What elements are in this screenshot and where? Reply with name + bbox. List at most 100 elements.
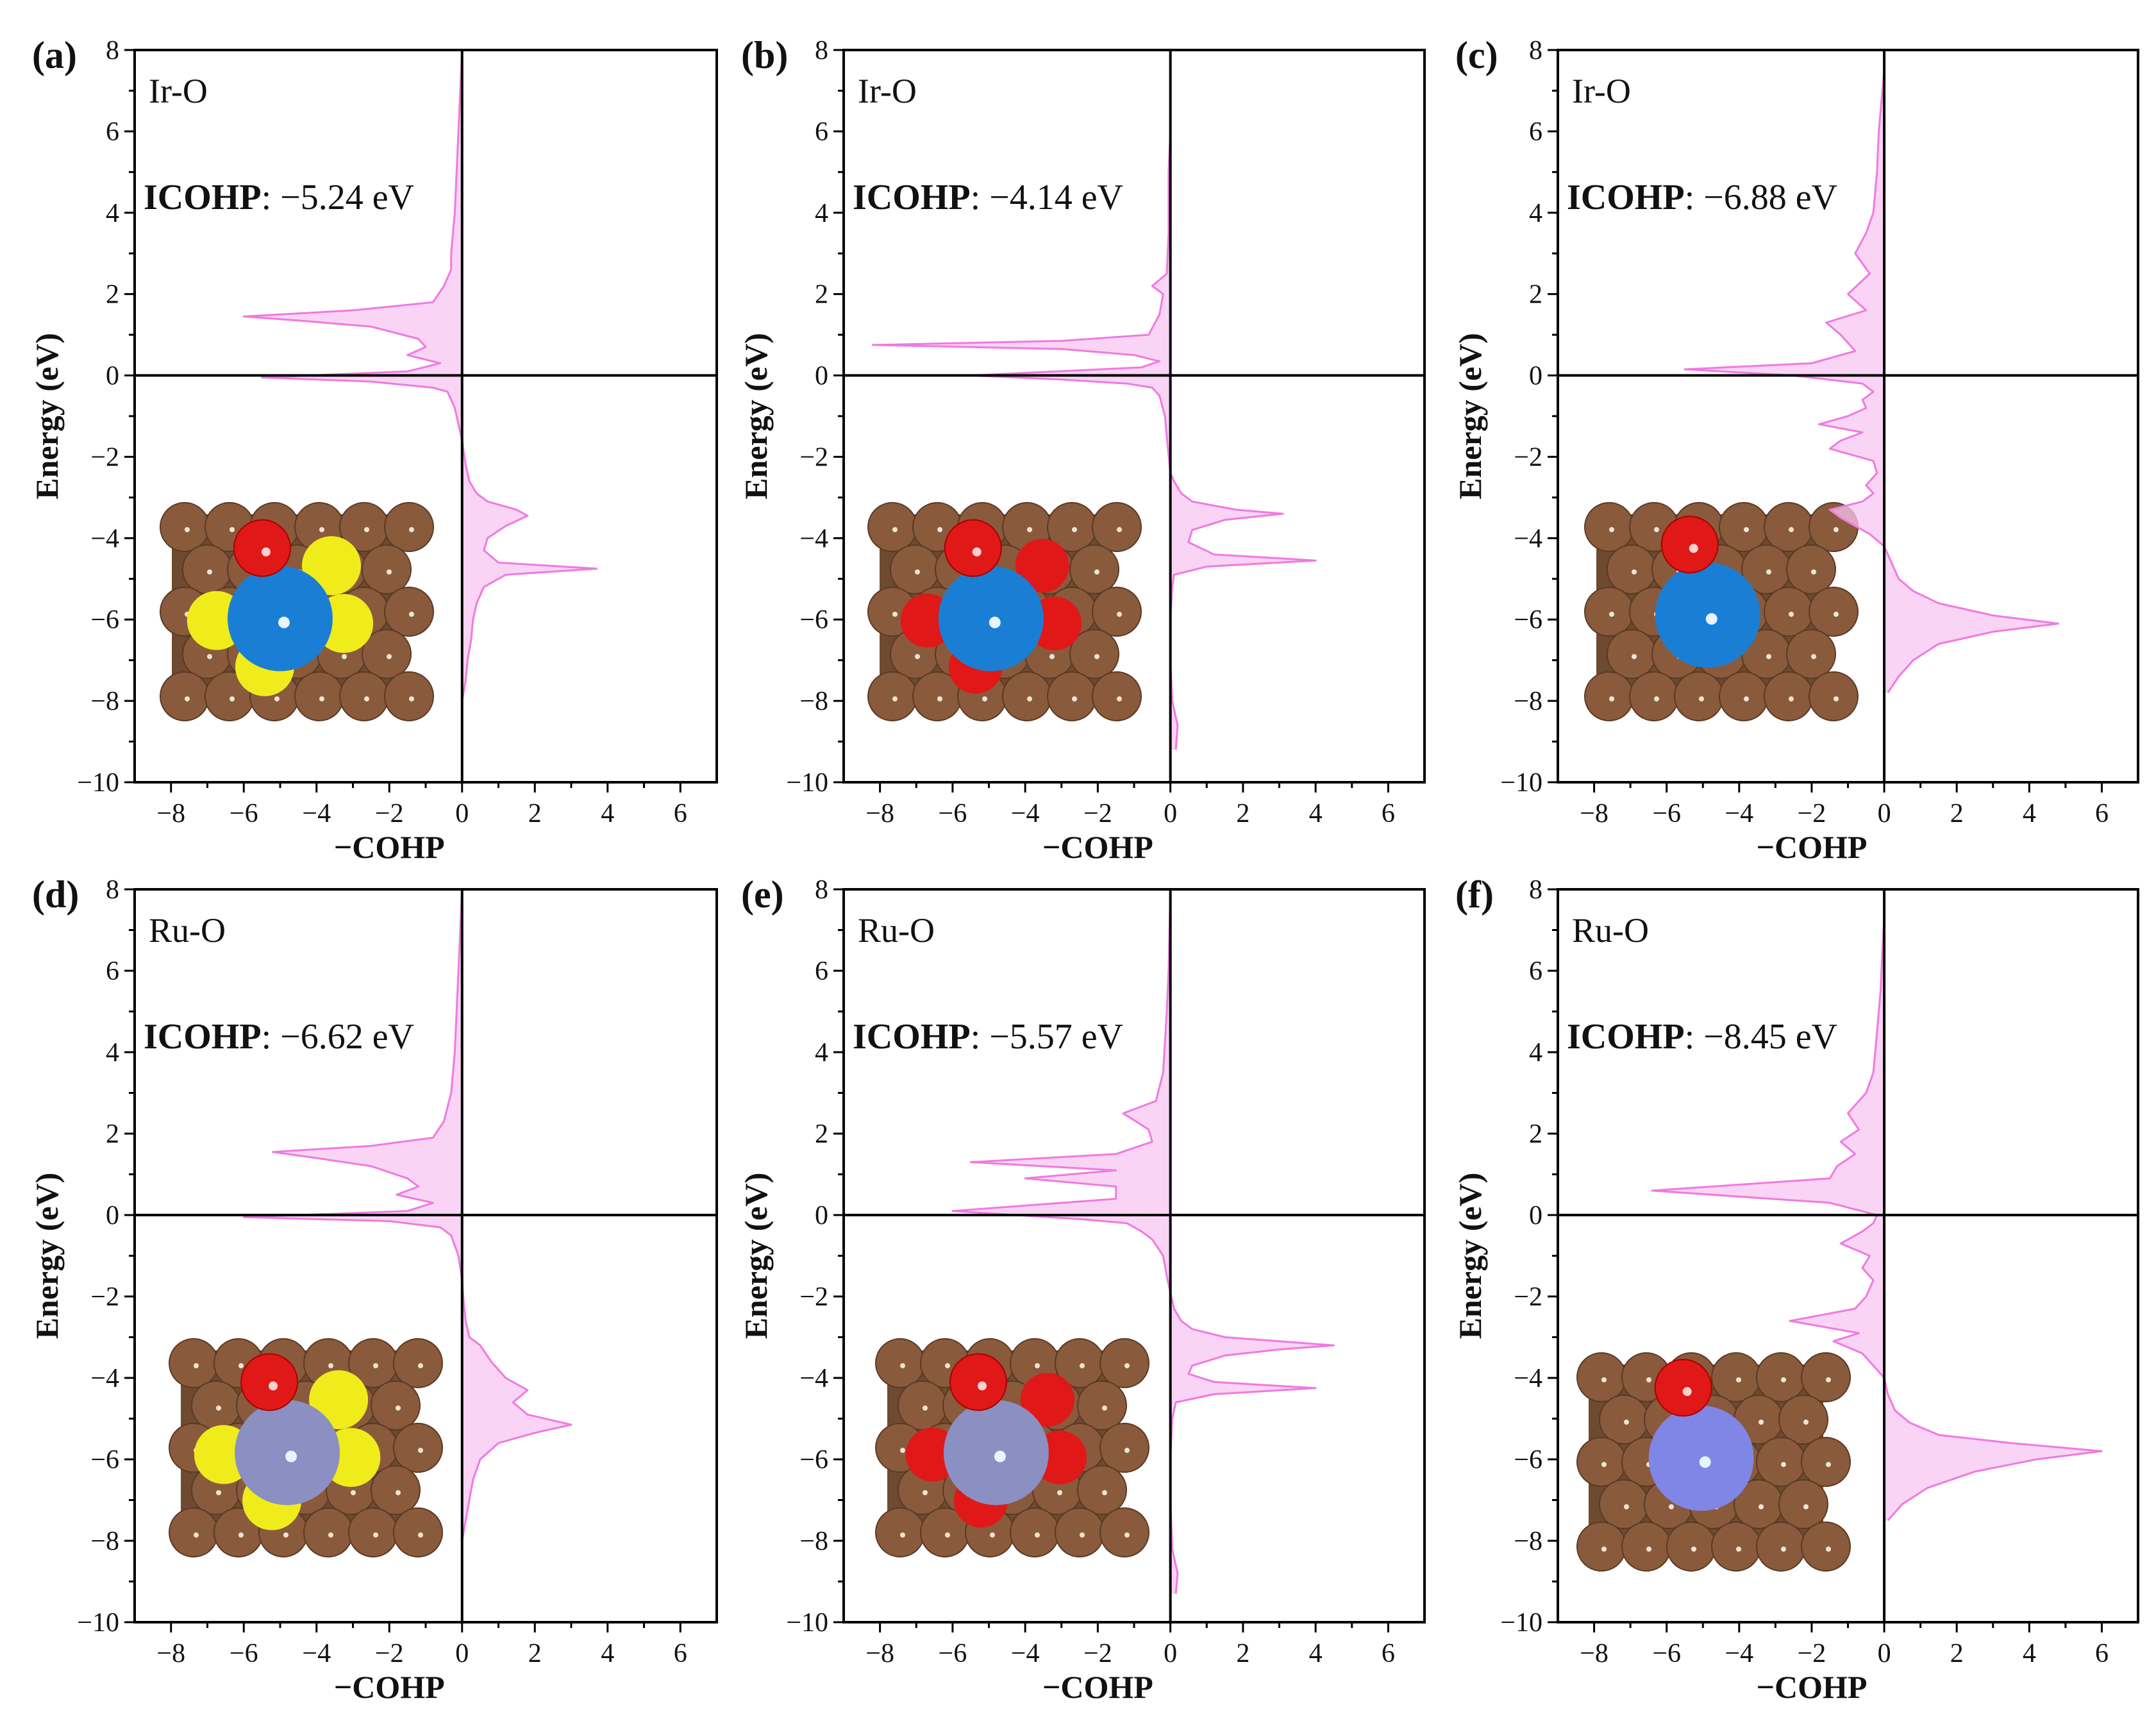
atom-highlight [1601,1462,1607,1467]
carbon-atom [393,1507,443,1557]
y-tick-label: −6 [1514,1445,1542,1475]
carbon-atom [1764,587,1814,637]
x-tick-label: −8 [865,799,894,828]
carbon-atom [1778,1479,1828,1529]
x-axis-title: −COHP [1756,829,1867,865]
y-tick-label: 8 [1529,875,1542,905]
carbon-atom [1719,671,1769,721]
x-tick-label: −8 [156,1639,185,1668]
atom-highlight [1609,612,1614,617]
y-tick-label: 6 [1529,117,1542,147]
carbon-atom [169,1507,219,1557]
carbon-atom [1809,587,1859,637]
y-tick-label: 4 [106,199,119,228]
atom-highlight [1035,1532,1040,1538]
x-tick-label: −2 [1083,799,1112,828]
atom-highlight [1080,1363,1085,1368]
atom-highlight [364,527,369,532]
carbon-atom [1069,544,1119,594]
carbon-atom [1099,1338,1149,1388]
carbon-atom [898,1380,948,1430]
x-tick-label: −4 [302,799,331,828]
carbon-atom [348,1507,398,1557]
x-tick-label: −6 [1652,799,1681,828]
carbon-atom [1756,1522,1806,1572]
atom-highlight [185,696,190,701]
panel-f: −8 −6 −4 −2 0 2 4 6 −10 −8 −6 −4 −2 0 2 4 6 8 −COHP Energy … [1452,873,2139,1705]
atom-highlight [1072,527,1077,532]
x-tick-label: 4 [1309,1639,1323,1668]
atom-highlight [1624,1420,1629,1425]
atom-highlight [900,1363,905,1368]
atom-highlight [1646,1377,1651,1382]
carbon-atom [1584,587,1634,637]
y-tick-label: −4 [799,1364,828,1393]
atom-highlight [945,1363,950,1368]
carbon-atom [384,671,434,721]
carbon-atom [1801,1522,1851,1572]
atom-highlight [285,1450,297,1463]
atom-highlight [269,1381,278,1391]
y-tick-label: −10 [77,768,119,798]
atom-highlight [1811,654,1816,659]
carbon-atom [1711,1522,1761,1572]
carbon-atom [1764,671,1814,721]
carbon-atom [303,1507,353,1557]
y-tick-label: 8 [1529,36,1542,65]
carbon-atom [1756,1437,1806,1487]
icohp-value: : −5.57 eV [971,1017,1123,1057]
x-tick-label: 6 [2095,799,2109,828]
atom-highlight [283,1532,288,1538]
carbon-atom [890,544,940,594]
structure-inset [160,502,434,721]
atom-highlight [1102,1405,1107,1411]
icohp-value: : −6.88 eV [1685,178,1837,217]
structure-inset [875,1338,1149,1557]
x-tick-label: 0 [1164,799,1177,828]
x-tick-label: −2 [375,799,404,828]
x-tick-label: −8 [1580,1639,1609,1668]
icohp-annotation: ICOHP: −4.14 eV [853,178,1123,217]
x-tick-label: 2 [1950,799,1964,828]
atom-highlight [1759,1504,1764,1509]
bond-label: Ir-O [149,72,208,110]
atom-highlight [915,569,920,575]
atom-highlight [900,1532,905,1538]
carbon-atom [1584,502,1634,552]
x-axis-title: −COHP [1756,1669,1867,1705]
atom-highlight [1669,1504,1674,1509]
atom-highlight [1781,1462,1786,1467]
adsorbed-oxygen-atom [1660,516,1719,574]
y-tick-label: 2 [1529,1120,1542,1149]
structure-inset [867,502,1142,721]
atom-highlight [1609,527,1614,532]
x-tick-label: −8 [1580,799,1609,828]
carbon-atom [191,1380,241,1430]
atom-highlight [278,616,290,628]
atom-highlight [1803,1420,1809,1425]
panel-label: (c) [1455,34,1498,76]
x-axis-title: −COHP [1042,1669,1153,1705]
atom-highlight [1691,1547,1696,1552]
atom-highlight [1781,1377,1786,1382]
cohp-curve [242,49,598,701]
y-tick-label: −2 [799,442,828,472]
icohp-annotation: ICOHP: −8.45 eV [1567,1017,1837,1057]
atom-highlight [185,527,190,532]
x-tick-label: −4 [1725,1639,1753,1668]
y-tick-label: −4 [90,1364,119,1393]
x-tick-label: −8 [865,1639,894,1668]
carbon-atom [1099,1507,1149,1557]
x-tick-label: −4 [1011,1639,1040,1668]
bond-label: Ir-O [1572,72,1631,110]
y-tick-label: −6 [90,1445,119,1475]
panel-b: −8 −6 −4 −2 0 2 4 6 −10 −8 −6 −4 −2 0 2 4 6 8 −COHP Energy … [738,34,1426,865]
atom-highlight [892,527,898,532]
x-tick-label: 4 [2023,1639,2036,1668]
atom-highlight [1601,1377,1607,1382]
carbon-atom [294,671,344,721]
carbon-atom [1010,1507,1060,1557]
panel-a: −8 −6 −4 −2 0 2 4 6 −10 −8 −6 −4 −2 0 2 4 6 8 −COHP Energy … [29,34,718,865]
atom-highlight [1027,527,1032,532]
